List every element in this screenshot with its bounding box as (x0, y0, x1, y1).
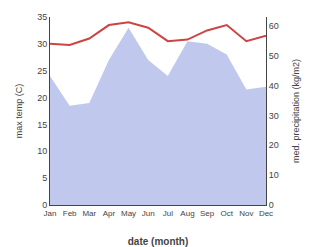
svg-text:10: 10 (269, 170, 279, 180)
svg-text:25: 25 (37, 66, 47, 76)
svg-text:May: May (121, 209, 136, 218)
svg-text:30: 30 (37, 39, 47, 49)
svg-text:20: 20 (37, 93, 47, 103)
svg-text:5: 5 (42, 173, 47, 183)
svg-text:Jan: Jan (44, 209, 57, 218)
svg-text:Apr: Apr (103, 209, 116, 218)
svg-text:0: 0 (269, 200, 274, 210)
svg-text:10: 10 (37, 146, 47, 156)
svg-text:20: 20 (269, 140, 279, 150)
svg-text:0: 0 (42, 200, 47, 210)
svg-text:Jul: Jul (163, 209, 173, 218)
svg-text:Jun: Jun (142, 209, 155, 218)
svg-text:Nov: Nov (239, 209, 253, 218)
svg-text:Dec: Dec (259, 209, 273, 218)
svg-text:Aug: Aug (180, 209, 194, 218)
svg-text:35: 35 (37, 12, 47, 22)
svg-text:med. precipitation (kg/m2): med. precipitation (kg/m2) (291, 59, 301, 163)
svg-text:30: 30 (269, 111, 279, 121)
svg-text:Sep: Sep (200, 209, 215, 218)
svg-text:50: 50 (269, 51, 279, 61)
svg-text:Oct: Oct (221, 209, 234, 218)
svg-text:Mar: Mar (82, 209, 96, 218)
svg-text:Feb: Feb (63, 209, 77, 218)
svg-text:40: 40 (269, 81, 279, 91)
svg-text:max temp (C): max temp (C) (14, 84, 24, 139)
svg-text:date (month): date (month) (128, 236, 189, 247)
svg-text:15: 15 (37, 120, 47, 130)
svg-text:60: 60 (269, 21, 279, 31)
